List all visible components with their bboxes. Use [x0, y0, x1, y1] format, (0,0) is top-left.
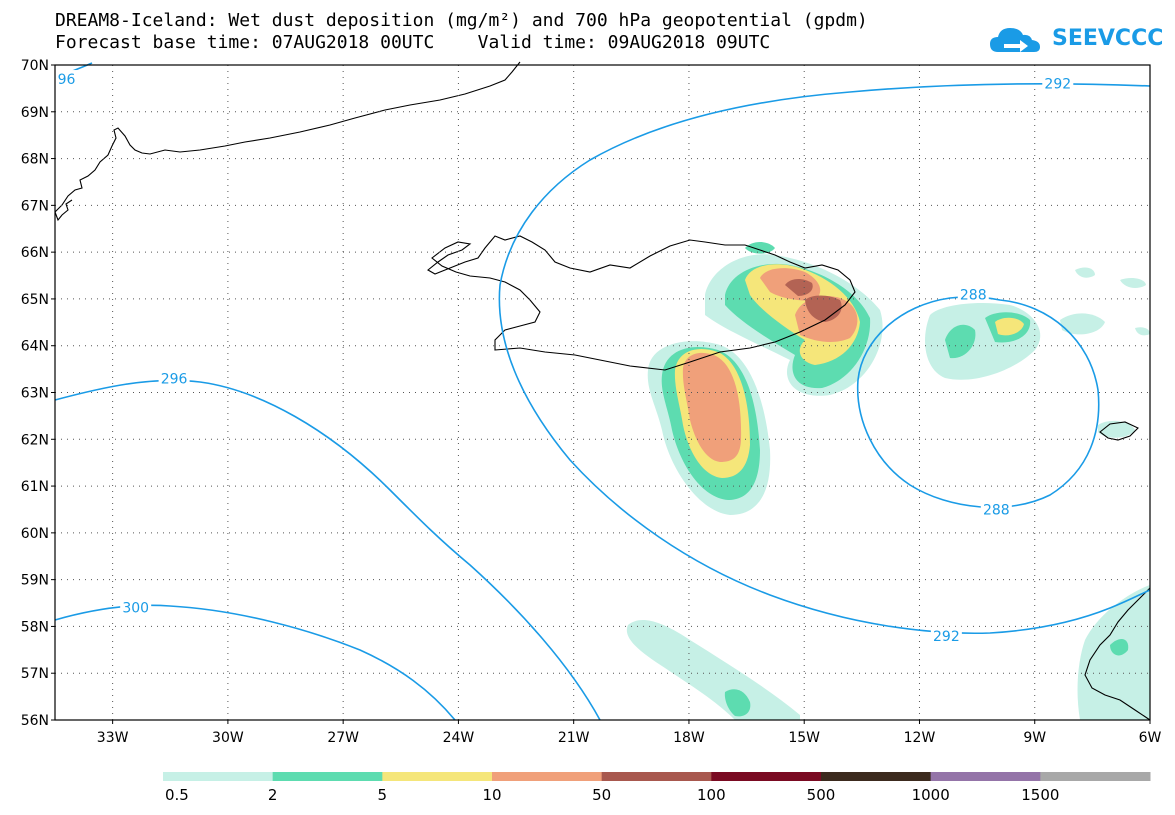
dust-faroe-05	[1098, 420, 1135, 438]
lat-tick-label: 66N	[21, 245, 49, 261]
dust-plume-south-10	[682, 352, 742, 462]
lat-tick-label: 58N	[21, 619, 49, 635]
dust-east-05	[925, 303, 1041, 380]
legend-swatch	[1040, 772, 1151, 781]
legend-label: 0.5	[165, 786, 189, 804]
dust-ne-50b	[805, 295, 842, 322]
legend-label: 5	[378, 786, 388, 804]
contour-label-bg	[120, 598, 152, 615]
legend-label: 2	[268, 786, 278, 804]
faroe-islands	[1099, 421, 1139, 441]
cloud-arrow-icon	[990, 28, 1040, 52]
dust-south-streak-05	[626, 620, 800, 720]
legend-label: 1500	[1021, 786, 1059, 804]
contour-labels: 96 292 296 288 288 300 292	[55, 70, 1074, 645]
lon-tick-label: 27W	[327, 730, 359, 746]
legend-label: 1000	[912, 786, 950, 804]
contour-300	[54, 604, 456, 721]
dust-ne-50a	[785, 279, 813, 296]
lon-tick-label: 24W	[443, 730, 475, 746]
legend-swatch	[163, 772, 274, 781]
lat-tick-label: 57N	[21, 666, 49, 682]
dust-east-5	[995, 317, 1024, 336]
contour-label: 292	[933, 629, 960, 645]
graticule	[55, 65, 1150, 720]
legend-label: 10	[482, 786, 501, 804]
lat-tick-label: 64N	[21, 339, 49, 355]
map-title: DREAM8-Iceland: Wet dust deposition (mg/…	[55, 10, 868, 31]
dust-east-05b	[1060, 313, 1105, 335]
contour-label: 288	[960, 287, 987, 303]
lon-tick-label: 15W	[788, 730, 820, 746]
legend-swatch	[601, 772, 712, 781]
iceland-coast	[427, 235, 856, 371]
latitude-axis: 56N 57N 58N 59N 60N 61N 62N 63N 64N 65N 66N 67N 68N 6…	[21, 58, 55, 729]
dust-ne-2-coast	[745, 242, 775, 254]
longitude-axis: 33W 30W 27W 24W 21W 18W 15W 12W 9W 6W	[97, 720, 1162, 746]
contour-label: 300	[122, 601, 149, 617]
logo-text: SEEVCCC	[1052, 26, 1164, 51]
dust-fareast-05c	[1135, 327, 1150, 336]
contour-label-bg	[930, 626, 962, 643]
contour-292-north	[498, 82, 1151, 635]
contour-288-low	[856, 296, 1100, 509]
lon-tick-label: 6W	[1139, 730, 1162, 746]
contour-label-bg	[158, 369, 190, 386]
lat-tick-label: 70N	[21, 58, 49, 74]
greenland-coast	[54, 61, 521, 213]
lat-tick-label: 60N	[21, 526, 49, 542]
contour-label: 296	[161, 371, 188, 387]
lon-tick-label: 12W	[904, 730, 936, 746]
seevccc-logo	[990, 28, 1040, 52]
dust-fields	[626, 242, 1150, 720]
dust-fareast-05b	[1120, 277, 1146, 288]
contour-296	[54, 379, 601, 721]
contour-label: 288	[983, 502, 1010, 518]
contour-label-bg	[957, 285, 989, 302]
lat-tick-label: 65N	[21, 292, 49, 308]
lat-tick-label: 63N	[21, 386, 49, 402]
contour-label: 96	[58, 72, 76, 88]
lon-tick-label: 33W	[97, 730, 129, 746]
lon-tick-label: 18W	[673, 730, 705, 746]
coastlines	[54, 61, 1151, 721]
lat-tick-label: 56N	[21, 713, 49, 729]
lon-tick-label: 21W	[558, 730, 590, 746]
dust-south-streak-2	[724, 689, 751, 717]
legend-label: 500	[807, 786, 836, 804]
legend-swatch	[711, 772, 822, 781]
contour-label: 292	[1044, 77, 1071, 93]
legend-swatch	[492, 772, 603, 781]
lat-tick-label: 69N	[21, 105, 49, 121]
lat-tick-label: 68N	[21, 152, 49, 168]
lon-tick-label: 9W	[1023, 730, 1046, 746]
map-subtitle-times: Forecast base time: 07AUG2018 00UTC Vali…	[55, 32, 771, 53]
dust-east-2a	[945, 324, 976, 359]
legend-label: 50	[592, 786, 611, 804]
dust-scotland-2	[1110, 638, 1129, 656]
legend-swatch	[821, 772, 932, 781]
geopotential-contours	[54, 62, 1151, 721]
contour-label-bg	[55, 70, 78, 87]
lat-tick-label: 61N	[21, 479, 49, 495]
legend-swatch	[272, 772, 383, 781]
contour-label-bg	[1042, 74, 1074, 91]
scotland-coast	[1084, 587, 1151, 721]
contour-label-bg	[980, 500, 1012, 517]
color-legend: 0.5 2 5 10 50 100 500 1000 1500	[163, 772, 1151, 804]
greenland-coast-fjords	[54, 199, 73, 222]
legend-swatch	[382, 772, 493, 781]
legend-swatch	[930, 772, 1041, 781]
legend-label: 100	[697, 786, 726, 804]
lat-tick-label: 62N	[21, 432, 49, 448]
dust-fareast-05a	[1075, 267, 1095, 278]
lat-tick-label: 59N	[21, 573, 49, 589]
lat-tick-label: 67N	[21, 198, 49, 214]
lon-tick-label: 30W	[212, 730, 244, 746]
